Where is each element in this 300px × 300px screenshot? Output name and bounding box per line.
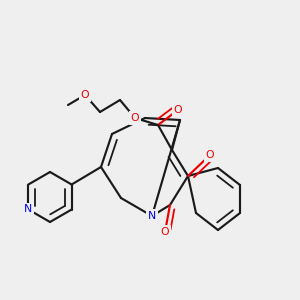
Text: O: O [206, 150, 214, 160]
Text: N: N [24, 205, 32, 214]
Text: O: O [161, 227, 169, 237]
Text: O: O [131, 113, 139, 123]
Text: O: O [174, 105, 182, 115]
Text: O: O [81, 90, 89, 100]
Text: N: N [148, 211, 156, 221]
